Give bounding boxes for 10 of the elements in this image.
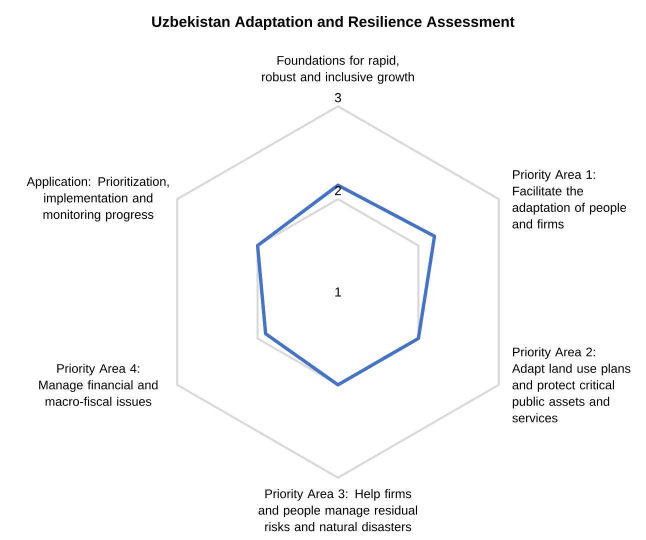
spoke-label: Application: Prioritization, implementation and monitoring progress bbox=[26, 176, 169, 222]
y-tick-label: 1 bbox=[335, 288, 341, 296]
spoke-label: Priority Area 4: Manage financial and macro-fiscal issues bbox=[39, 364, 158, 406]
spoke-label: Priority Area 3: Help firms and people manage residual risks and natural disasters bbox=[258, 489, 418, 532]
y-tick-label: 3 bbox=[334, 93, 342, 102]
chart-title: Uzbekistan Adaptation and Resilience Assessment bbox=[152, 16, 515, 30]
spoke-label: Foundations for rapid, robust and inclusive growth bbox=[262, 56, 414, 84]
spoke-label: Priority Area 1: Facilitate the adaptation of people and firms bbox=[512, 170, 626, 228]
y-tick-label: 2 bbox=[335, 186, 341, 196]
spoke-label: Priority Area 2: Adapt land use plans and protect critical public assets and services bbox=[512, 347, 630, 422]
